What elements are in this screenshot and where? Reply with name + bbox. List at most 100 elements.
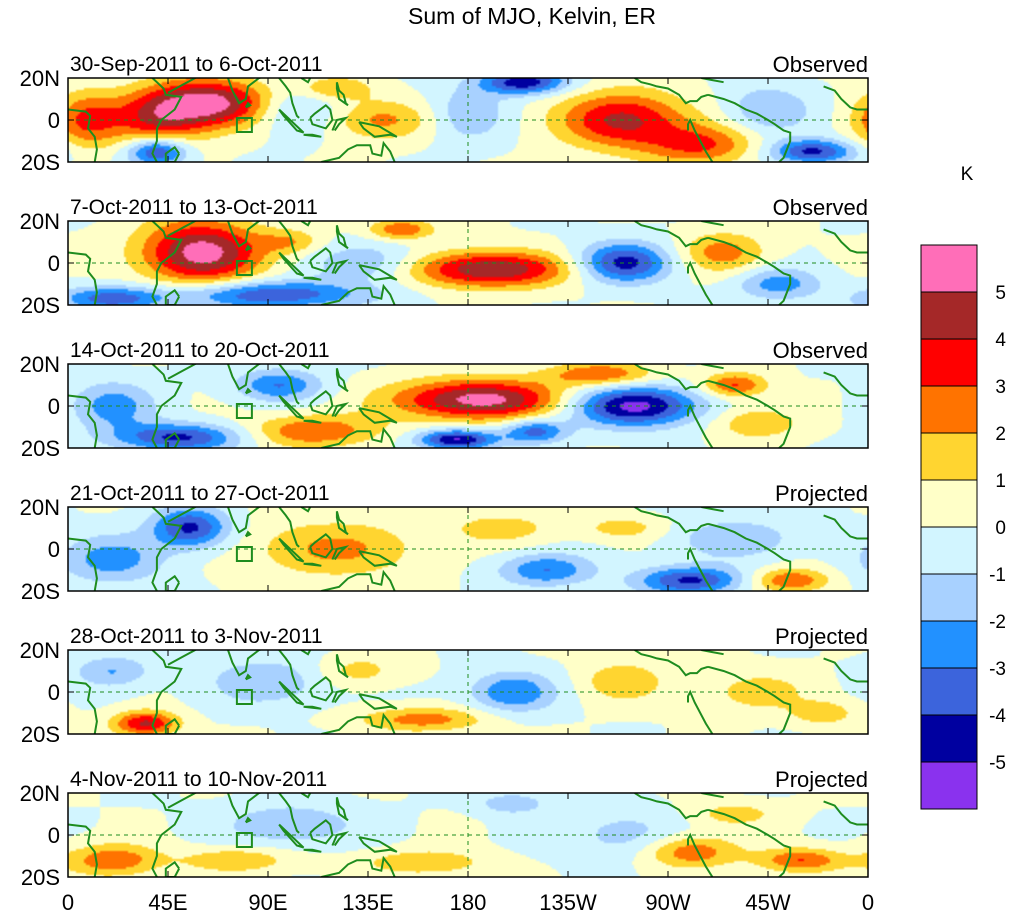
coastline bbox=[335, 224, 349, 250]
coastline bbox=[244, 816, 252, 824]
coastline bbox=[164, 717, 180, 734]
panel-tag: Projected bbox=[775, 481, 868, 506]
coastline bbox=[68, 108, 98, 162]
x-tick-label: 0 bbox=[862, 890, 874, 915]
coastline bbox=[278, 537, 305, 563]
coastline bbox=[151, 650, 183, 734]
y-tick-label: 20N bbox=[20, 352, 60, 377]
colorbar-label: 0 bbox=[995, 518, 1006, 539]
coastline bbox=[687, 832, 714, 877]
coastline bbox=[167, 221, 198, 237]
y-tick-label: 0 bbox=[48, 251, 60, 276]
coastline bbox=[226, 793, 263, 820]
coastlines bbox=[68, 78, 868, 162]
coastline bbox=[687, 689, 714, 734]
coastline bbox=[309, 675, 334, 702]
coastline bbox=[164, 288, 180, 305]
coastline bbox=[167, 78, 198, 94]
coastline bbox=[321, 426, 396, 448]
coastline bbox=[226, 650, 263, 677]
panel-2: 20N 0 20S 7-Oct-2011 to 13-Oct-2011 Observed bbox=[20, 195, 869, 318]
y-tick-label: 20N bbox=[20, 209, 60, 234]
coastline bbox=[278, 221, 300, 262]
coastline bbox=[707, 93, 792, 162]
coastline bbox=[358, 121, 398, 138]
panel-tag: Observed bbox=[773, 52, 868, 77]
y-tick-label: 20S bbox=[21, 579, 60, 604]
region-box bbox=[235, 403, 253, 419]
coastline bbox=[278, 251, 305, 277]
coastlines bbox=[68, 507, 868, 591]
coastline bbox=[309, 818, 334, 845]
panel-1: 20N 0 20S 30-Sep-2011 to 6-Oct-2011 Observed bbox=[20, 52, 869, 175]
coastline bbox=[823, 85, 868, 111]
colorbar-label: 3 bbox=[995, 377, 1006, 398]
coastline bbox=[151, 507, 183, 591]
panel-date-range: 4-Nov-2011 to 10-Nov-2011 bbox=[70, 768, 327, 791]
coastline bbox=[300, 364, 312, 370]
coastline bbox=[309, 103, 334, 130]
panel-date-range: 21-Oct-2011 to 27-Oct-2011 bbox=[70, 482, 330, 505]
colorbar-label: 5 bbox=[995, 283, 1006, 304]
colorbar-swatch bbox=[920, 479, 978, 528]
panel-date-range: 7-Oct-2011 to 13-Oct-2011 bbox=[70, 196, 318, 219]
coastline bbox=[634, 78, 709, 105]
colorbar-swatch bbox=[920, 620, 978, 669]
y-tick-label: 0 bbox=[48, 823, 60, 848]
panel-tag: Projected bbox=[775, 767, 868, 792]
coastline bbox=[634, 221, 709, 248]
coastline bbox=[226, 364, 263, 391]
coastlines bbox=[68, 364, 868, 448]
coastline bbox=[278, 108, 305, 134]
coastline bbox=[68, 537, 98, 591]
coastline bbox=[226, 221, 263, 248]
panels: 20N 0 20S 30-Sep-2011 to 6-Oct-2011 Observed… bbox=[20, 52, 869, 890]
region-box bbox=[235, 117, 253, 133]
coastline bbox=[278, 650, 300, 691]
chart-title: Sum of MJO, Kelvin, ER bbox=[408, 3, 656, 29]
y-tick-label: 20N bbox=[20, 66, 60, 91]
region-box bbox=[235, 546, 253, 562]
coastline bbox=[309, 246, 334, 273]
y-tick-label: 20N bbox=[20, 638, 60, 663]
coastline bbox=[68, 823, 98, 877]
y-tick-label: 20S bbox=[21, 722, 60, 747]
coastline bbox=[634, 507, 709, 534]
colorbar-label: 4 bbox=[995, 330, 1006, 351]
coastline bbox=[309, 389, 334, 416]
y-tick-label: 0 bbox=[48, 108, 60, 133]
region-box bbox=[235, 832, 253, 848]
coastline bbox=[244, 244, 252, 252]
coastline bbox=[707, 236, 792, 305]
coastline bbox=[151, 78, 183, 162]
coastline bbox=[823, 514, 868, 540]
panel-tag: Observed bbox=[773, 338, 868, 363]
coastline bbox=[278, 507, 300, 548]
coastline bbox=[358, 407, 398, 424]
coastline bbox=[164, 574, 180, 591]
coastline bbox=[321, 712, 396, 734]
panel-tag: Observed bbox=[773, 195, 868, 220]
y-tick-label: 20N bbox=[20, 495, 60, 520]
coastline bbox=[151, 364, 183, 448]
coastline bbox=[300, 507, 312, 513]
coastline bbox=[151, 221, 183, 305]
colorbar-swatch bbox=[920, 667, 978, 716]
coastline bbox=[164, 145, 180, 162]
coastline bbox=[226, 507, 263, 534]
coastline bbox=[278, 823, 305, 849]
coastline bbox=[358, 550, 398, 567]
coastline bbox=[687, 117, 714, 162]
region-box bbox=[235, 260, 253, 276]
y-tick-label: 0 bbox=[48, 680, 60, 705]
coastline bbox=[335, 81, 349, 107]
coastline bbox=[707, 808, 792, 877]
coastline bbox=[707, 522, 792, 591]
coastline bbox=[300, 78, 312, 84]
x-tick-label: 90E bbox=[248, 890, 287, 915]
coastline bbox=[303, 276, 322, 281]
coastline bbox=[707, 379, 792, 448]
colorbar-label: -4 bbox=[989, 706, 1006, 727]
coastline bbox=[634, 364, 709, 391]
coastline bbox=[278, 394, 305, 420]
